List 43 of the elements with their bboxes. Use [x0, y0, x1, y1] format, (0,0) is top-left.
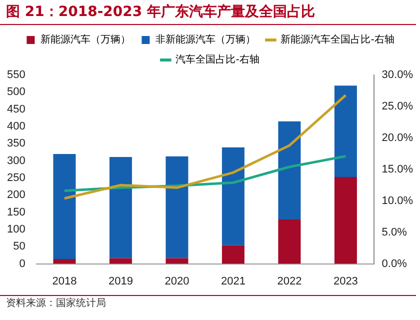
- legend-label: 非新能源汽车（万辆）: [156, 34, 256, 46]
- bar: [109, 157, 132, 258]
- bar: [334, 86, 357, 177]
- chart-title: 图 21：2018-2023 年广东汽车产量及全国占比: [0, 0, 416, 25]
- y2-tick-label: 30.0%: [382, 69, 414, 82]
- y-tick-label: 500: [6, 86, 26, 98]
- bar: [334, 176, 357, 264]
- x-tick-label: 2018: [52, 275, 77, 288]
- y2-tick-label: 0.0%: [382, 258, 408, 270]
- bar: [222, 245, 244, 264]
- y2-tick-label: 20.0%: [382, 132, 414, 144]
- y2-tick-label: 5.0%: [382, 226, 408, 238]
- x-tick-label: 2022: [277, 275, 302, 288]
- x-tick-label: 2020: [164, 275, 190, 288]
- y-tick-label: 450: [6, 103, 26, 116]
- y-tick-label: 50: [13, 240, 26, 253]
- x-tick-label: 2021: [220, 275, 246, 288]
- x-tick-label: 2023: [333, 275, 358, 288]
- bar: [166, 156, 188, 258]
- y-tick-label: 550: [6, 69, 26, 82]
- y-tick-label: 200: [6, 189, 26, 202]
- y-tick-label: 350: [6, 138, 26, 150]
- text: 资料来源：国家统计局: [0, 295, 416, 312]
- y-tick-label: 300: [6, 154, 26, 167]
- bar: [278, 220, 301, 264]
- bar: [109, 258, 132, 264]
- bar: [53, 154, 76, 259]
- bar: [278, 121, 301, 220]
- bar: [222, 147, 244, 246]
- bar: [166, 258, 188, 264]
- y-tick-label: 150: [6, 206, 26, 218]
- y2-tick-label: 15.0%: [382, 163, 414, 176]
- y-tick-label: 400: [6, 120, 26, 133]
- legend-label: 汽车全国占比-右轴: [176, 54, 260, 66]
- x-tick-label: 2019: [108, 275, 133, 288]
- y-tick-label: 100: [6, 224, 26, 236]
- y-tick-label: 250: [6, 172, 26, 184]
- y2-tick-label: 25.0%: [382, 100, 414, 112]
- y2-tick-label: 10.0%: [382, 194, 414, 207]
- bar: [53, 258, 76, 264]
- legend-label: 新能源汽车全国占比-右轴: [280, 34, 394, 46]
- legend-label: 新能源汽车（万辆）: [40, 34, 131, 46]
- y-tick-label: 0: [19, 258, 26, 270]
